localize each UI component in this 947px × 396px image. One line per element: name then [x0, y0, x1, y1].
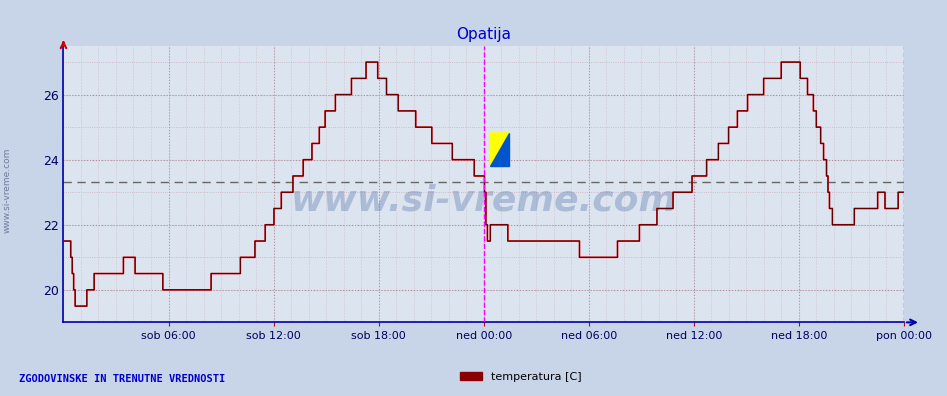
- Text: www.si-vreme.com: www.si-vreme.com: [291, 184, 677, 218]
- Text: www.si-vreme.com: www.si-vreme.com: [2, 147, 11, 233]
- Legend: temperatura [C]: temperatura [C]: [456, 367, 586, 386]
- Polygon shape: [491, 133, 509, 166]
- Text: ZGODOVINSKE IN TRENUTNE VREDNOSTI: ZGODOVINSKE IN TRENUTNE VREDNOSTI: [19, 374, 225, 384]
- Title: Opatija: Opatija: [456, 27, 511, 42]
- Polygon shape: [491, 133, 509, 166]
